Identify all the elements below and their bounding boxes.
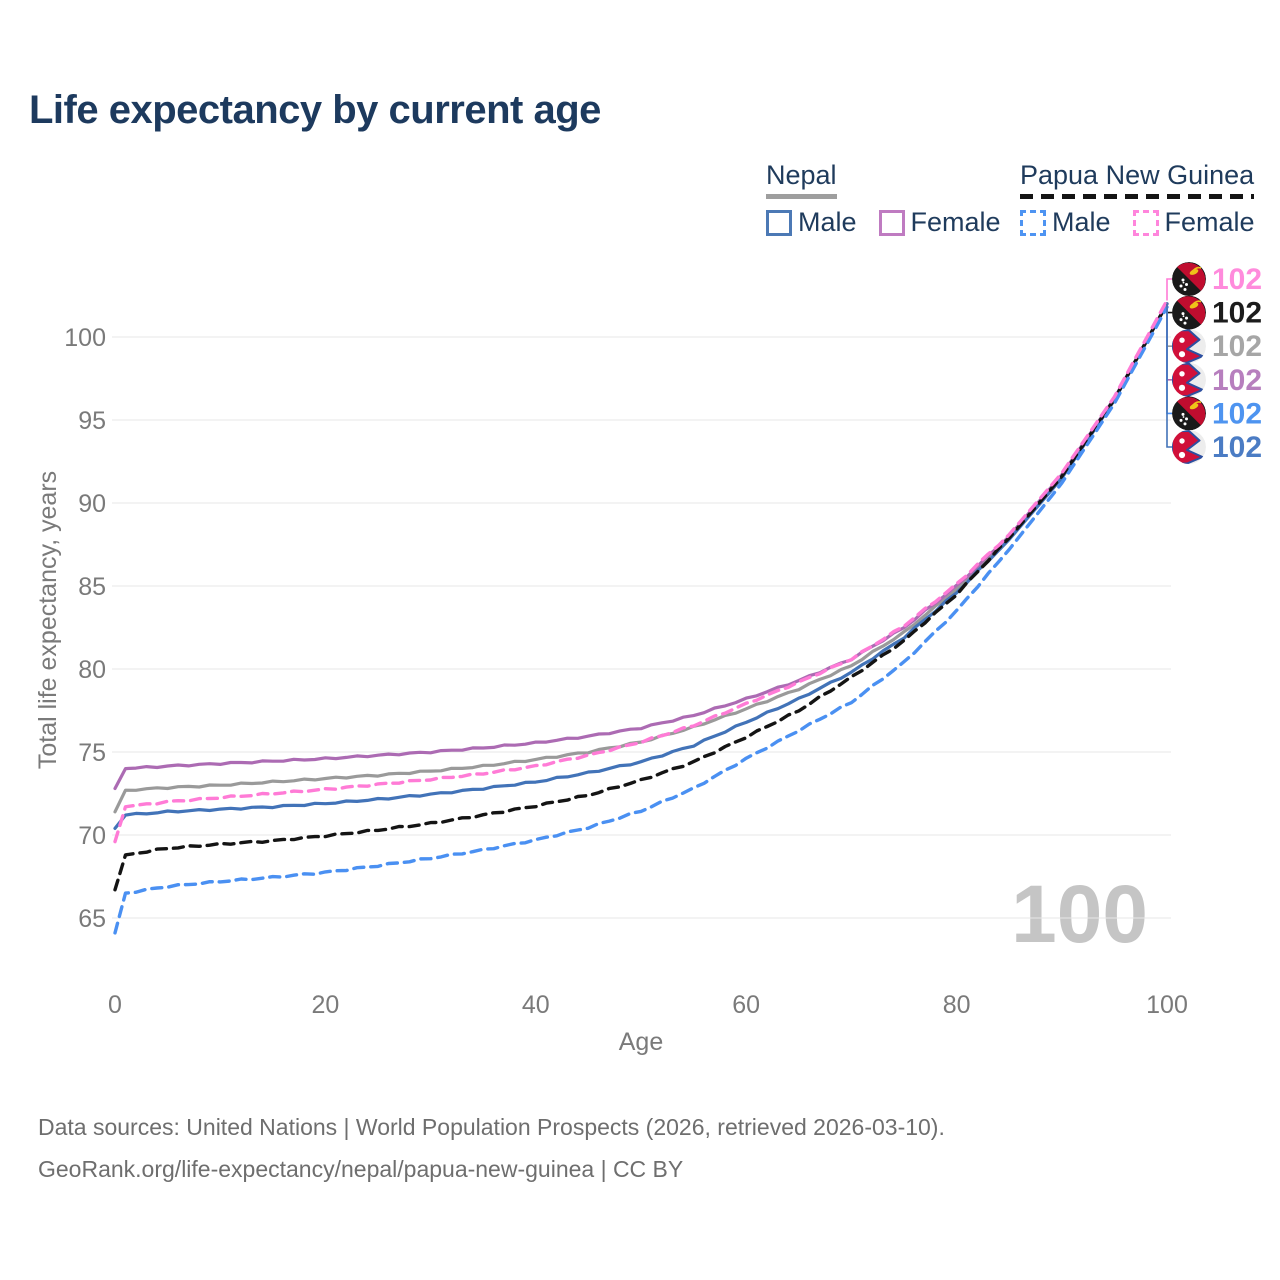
legend-nepal-row: Male Female [766, 207, 1001, 238]
png-male-swatch [1020, 209, 1046, 236]
legend-png-row: Male Female [1020, 207, 1255, 238]
x-axis-tick-labels: 0 20 40 60 80 100 [108, 991, 1188, 1019]
png-female-label: Female [1164, 207, 1255, 237]
y-axis-title: Total life expectancy, years [34, 471, 62, 769]
footer: Data sources: United Nations | World Pop… [38, 1106, 945, 1190]
leader-line-nepal_male [1166, 303, 1172, 448]
legend-nepal-country: Nepal [766, 160, 837, 199]
series-line-png_female [113, 298, 1169, 844]
legend-png-label: Papua New Guinea [1020, 160, 1255, 190]
nepal-male-label: Male [798, 207, 857, 237]
series-line-png_total [113, 302, 1169, 892]
x-tick-label: 100 [1146, 991, 1188, 1019]
legend-png-underline [1020, 194, 1255, 199]
png-female-swatch [1132, 209, 1159, 236]
y-tick-label: 65 [78, 905, 106, 933]
y-tick-label: 100 [64, 324, 106, 352]
data-source-line: Data sources: United Nations | World Pop… [38, 1114, 945, 1140]
x-tick-label: 80 [943, 991, 971, 1019]
end-value-nepal_male: 102 [1212, 431, 1262, 464]
leader-line-png_female [1166, 278, 1172, 301]
y-tick-label: 85 [78, 573, 106, 601]
x-tick-label: 0 [108, 991, 122, 1019]
legend-nepal-underline [766, 194, 837, 199]
end-value-png_male: 102 [1212, 397, 1262, 430]
x-tick-label: 60 [732, 991, 760, 1019]
age-counter-watermark: 100 [1011, 869, 1148, 960]
papua-new-guinea-flag-icon [1172, 396, 1206, 431]
legend-group-papua-new-guinea: Papua New Guinea Male Female [1020, 160, 1255, 238]
page-title: Life expectancy by current age [29, 88, 601, 132]
x-tick-label: 40 [522, 991, 550, 1019]
series-line-nepal_male [113, 302, 1169, 831]
papua-new-guinea-flag-icon [1172, 295, 1206, 330]
end-value-nepal_female: 102 [1212, 364, 1262, 397]
papua-new-guinea-flag-icon [1172, 262, 1206, 296]
series-line-png_male [113, 305, 1169, 935]
nepal-female-swatch [878, 209, 905, 236]
legend-nepal-label: Nepal [766, 160, 837, 190]
legend-png-country: Papua New Guinea [1020, 160, 1255, 199]
y-axis-tick-labels: 65 70 75 80 85 90 95 100 [64, 324, 106, 933]
series-line-nepal_total [113, 302, 1169, 814]
end-value-png_female: 102 [1212, 263, 1262, 296]
y-tick-label: 90 [78, 490, 106, 518]
life-expectancy-chart: 100 65 70 75 80 85 90 95 100 0 20 40 60 80 100 Age Total… [34, 262, 1262, 1056]
y-tick-label: 75 [78, 739, 106, 767]
series-line-nepal_female [113, 302, 1169, 791]
x-axis-title: Age [619, 1028, 663, 1056]
grid-lines [112, 336, 1171, 919]
y-tick-label: 70 [78, 822, 106, 850]
nepal-female-label: Female [910, 207, 1001, 237]
legend-group-nepal: Nepal Male Female [766, 160, 1001, 238]
end-value-nepal_total: 102 [1212, 330, 1262, 363]
y-tick-label: 95 [78, 407, 106, 435]
y-tick-label: 80 [78, 656, 106, 684]
nepal-male-swatch [766, 209, 792, 236]
nepal-flag-icon [1172, 329, 1206, 364]
attribution-line: GeoRank.org/life-expectancy/nepal/papua-… [38, 1156, 684, 1182]
nepal-flag-icon [1172, 362, 1206, 397]
end-value-png_total: 102 [1212, 297, 1262, 330]
nepal-flag-icon [1172, 430, 1206, 464]
x-tick-label: 20 [311, 991, 339, 1019]
png-male-label: Male [1052, 207, 1111, 237]
